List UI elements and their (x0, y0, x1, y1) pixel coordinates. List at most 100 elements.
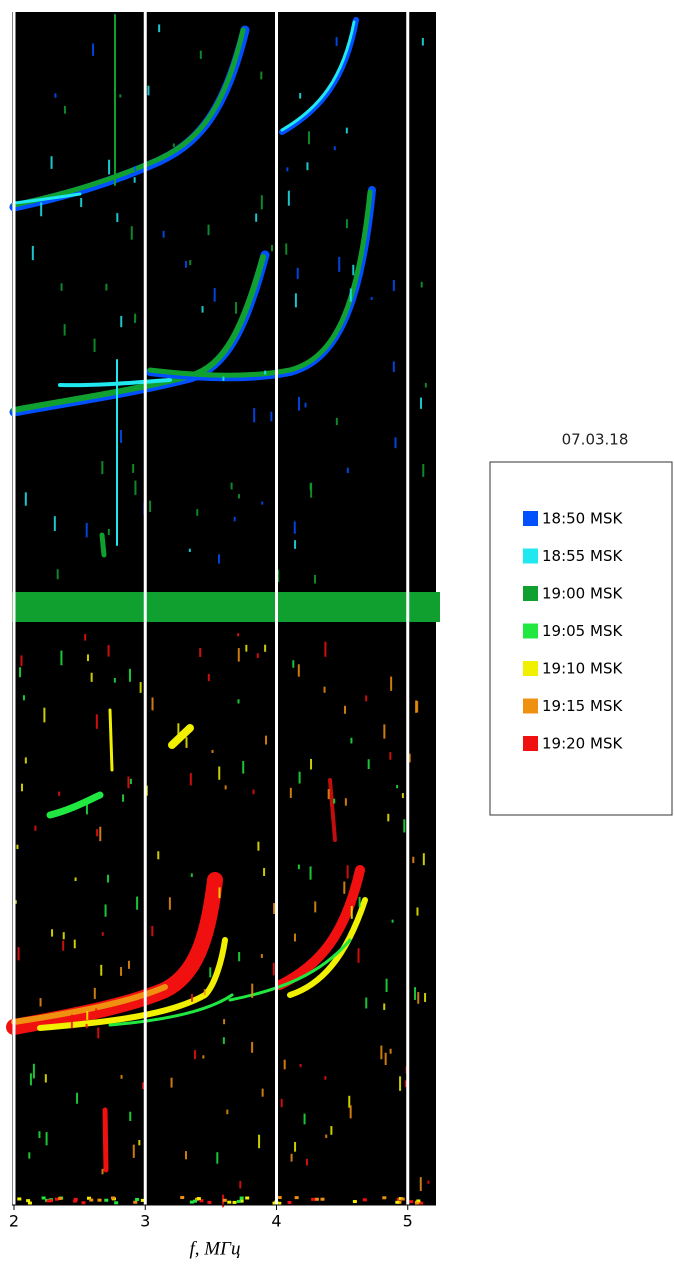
speckle (177, 723, 179, 735)
speckle (108, 529, 110, 535)
speckle (129, 1112, 131, 1121)
speckle (173, 143, 175, 147)
speckle (242, 761, 244, 774)
speckle (345, 798, 347, 805)
speckle (414, 987, 416, 1000)
speckle (425, 383, 427, 388)
speckle (315, 1198, 319, 1201)
speckle (421, 282, 423, 288)
speckle (299, 93, 301, 99)
speckle (99, 827, 101, 841)
speckle (129, 669, 131, 682)
speckle (60, 651, 62, 666)
speckle (207, 1201, 211, 1204)
speckle (255, 214, 257, 222)
speckle (134, 481, 136, 495)
speckle (132, 464, 134, 473)
speckle (87, 654, 89, 661)
speckle (58, 1197, 62, 1200)
trace (105, 1110, 106, 1170)
speckle (131, 226, 133, 239)
speckle (263, 868, 265, 876)
speckle (152, 697, 154, 710)
speckle (46, 1132, 48, 1145)
speckle (385, 1053, 387, 1065)
speckle (253, 408, 255, 422)
speckle (324, 642, 326, 657)
speckle (51, 156, 53, 169)
speckle (365, 998, 367, 1009)
speckle (238, 952, 240, 961)
speckle (412, 857, 414, 863)
speckle (163, 231, 165, 238)
speckle (140, 682, 142, 693)
speckle (186, 737, 188, 748)
speckle (33, 1064, 35, 1079)
speckle (290, 788, 292, 798)
speckle (32, 246, 34, 260)
speckle (333, 799, 335, 804)
speckle (133, 1201, 137, 1204)
speckle (234, 517, 236, 521)
speckle (61, 283, 63, 290)
speckle (347, 865, 349, 878)
speckle (92, 43, 94, 55)
speckle (288, 191, 290, 206)
speckle (261, 954, 263, 958)
speckle (51, 929, 53, 936)
speckle (401, 1198, 405, 1201)
speckle (314, 901, 316, 912)
speckle (45, 1074, 47, 1082)
speckle (111, 1196, 115, 1199)
speckle (270, 412, 272, 422)
speckle (108, 645, 110, 657)
date-label: 07.03.18 (562, 431, 629, 449)
legend-label: 19:10 MSK (542, 660, 623, 678)
speckle (395, 1201, 399, 1204)
speckle (86, 523, 88, 537)
speckle (417, 992, 419, 1004)
speckle (216, 1152, 218, 1163)
speckle (265, 736, 267, 745)
speckle (295, 293, 297, 307)
speckle (43, 708, 45, 723)
speckle (245, 645, 247, 652)
chart: 07.03.18 f, МГц 234518:50 MSK18:55 MSK19… (0, 0, 674, 1266)
speckle (40, 202, 42, 216)
speckle (284, 1060, 286, 1070)
speckle (151, 926, 153, 936)
speckle (330, 1126, 332, 1135)
speckle (134, 166, 136, 171)
speckle (346, 128, 348, 134)
speckle (102, 932, 104, 936)
speckle (204, 989, 206, 995)
speckle (138, 1140, 140, 1145)
band (12, 592, 440, 622)
speckle (396, 785, 398, 788)
x-tick-label: 5 (403, 1212, 413, 1231)
speckle (120, 316, 122, 327)
speckle (346, 219, 348, 228)
speckle (214, 288, 216, 302)
speckle (352, 265, 354, 275)
speckle (64, 106, 66, 114)
speckle (237, 1200, 241, 1203)
speckle (420, 398, 422, 409)
speckle (264, 371, 266, 375)
speckle (84, 634, 86, 641)
speckle (97, 1027, 99, 1038)
speckle (420, 1177, 422, 1191)
speckle (225, 785, 227, 789)
speckle (18, 947, 20, 960)
legend-label: 19:15 MSK (542, 697, 623, 715)
speckle (130, 779, 132, 784)
speckle (310, 866, 312, 879)
speckle (371, 297, 373, 300)
speckle (271, 245, 273, 251)
speckle (344, 706, 346, 714)
speckle (96, 829, 98, 836)
speckle (358, 948, 360, 963)
speckle (26, 1199, 30, 1202)
speckle (108, 160, 110, 175)
speckle (292, 660, 294, 667)
